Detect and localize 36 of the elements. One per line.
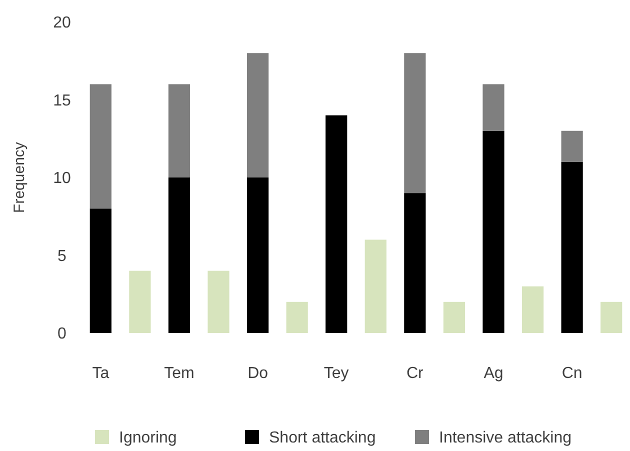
x-tick-label: Tey (324, 365, 349, 382)
bar (404, 53, 426, 194)
bar (286, 302, 308, 333)
bar (208, 270, 230, 333)
y-tick-label: 10 (53, 170, 71, 188)
x-tick-label: Do (248, 365, 268, 382)
bar (443, 302, 466, 333)
bar (90, 84, 112, 209)
bar (246, 178, 269, 333)
legend-label: Intensive attacking (439, 430, 572, 447)
bar (326, 115, 348, 333)
x-tick-label: Tem (164, 365, 194, 382)
bar (561, 162, 583, 333)
y-tick-label: 15 (53, 92, 71, 110)
legend-label: Ignoring (119, 430, 177, 447)
x-tick-label: Ta (92, 365, 110, 382)
x-tick-label: Cr (406, 365, 424, 382)
bar (129, 270, 151, 333)
bar (364, 240, 386, 333)
bar (600, 302, 622, 333)
bar (482, 84, 504, 131)
bar (246, 53, 269, 178)
bar (561, 130, 583, 162)
x-tick-label: Ag (484, 365, 504, 382)
y-axis-title: Frequency (11, 142, 28, 213)
y-tick-label: 20 (53, 14, 71, 32)
bar (90, 208, 112, 333)
y-tick-label: 5 (58, 248, 67, 265)
y-tick-label: 0 (58, 326, 67, 343)
bar (482, 130, 504, 333)
bar (168, 84, 190, 178)
bar (168, 178, 190, 333)
bar (404, 193, 426, 333)
bar (522, 286, 544, 333)
x-tick-label: Cn (562, 365, 582, 382)
legend-label: Short attacking (269, 430, 376, 447)
